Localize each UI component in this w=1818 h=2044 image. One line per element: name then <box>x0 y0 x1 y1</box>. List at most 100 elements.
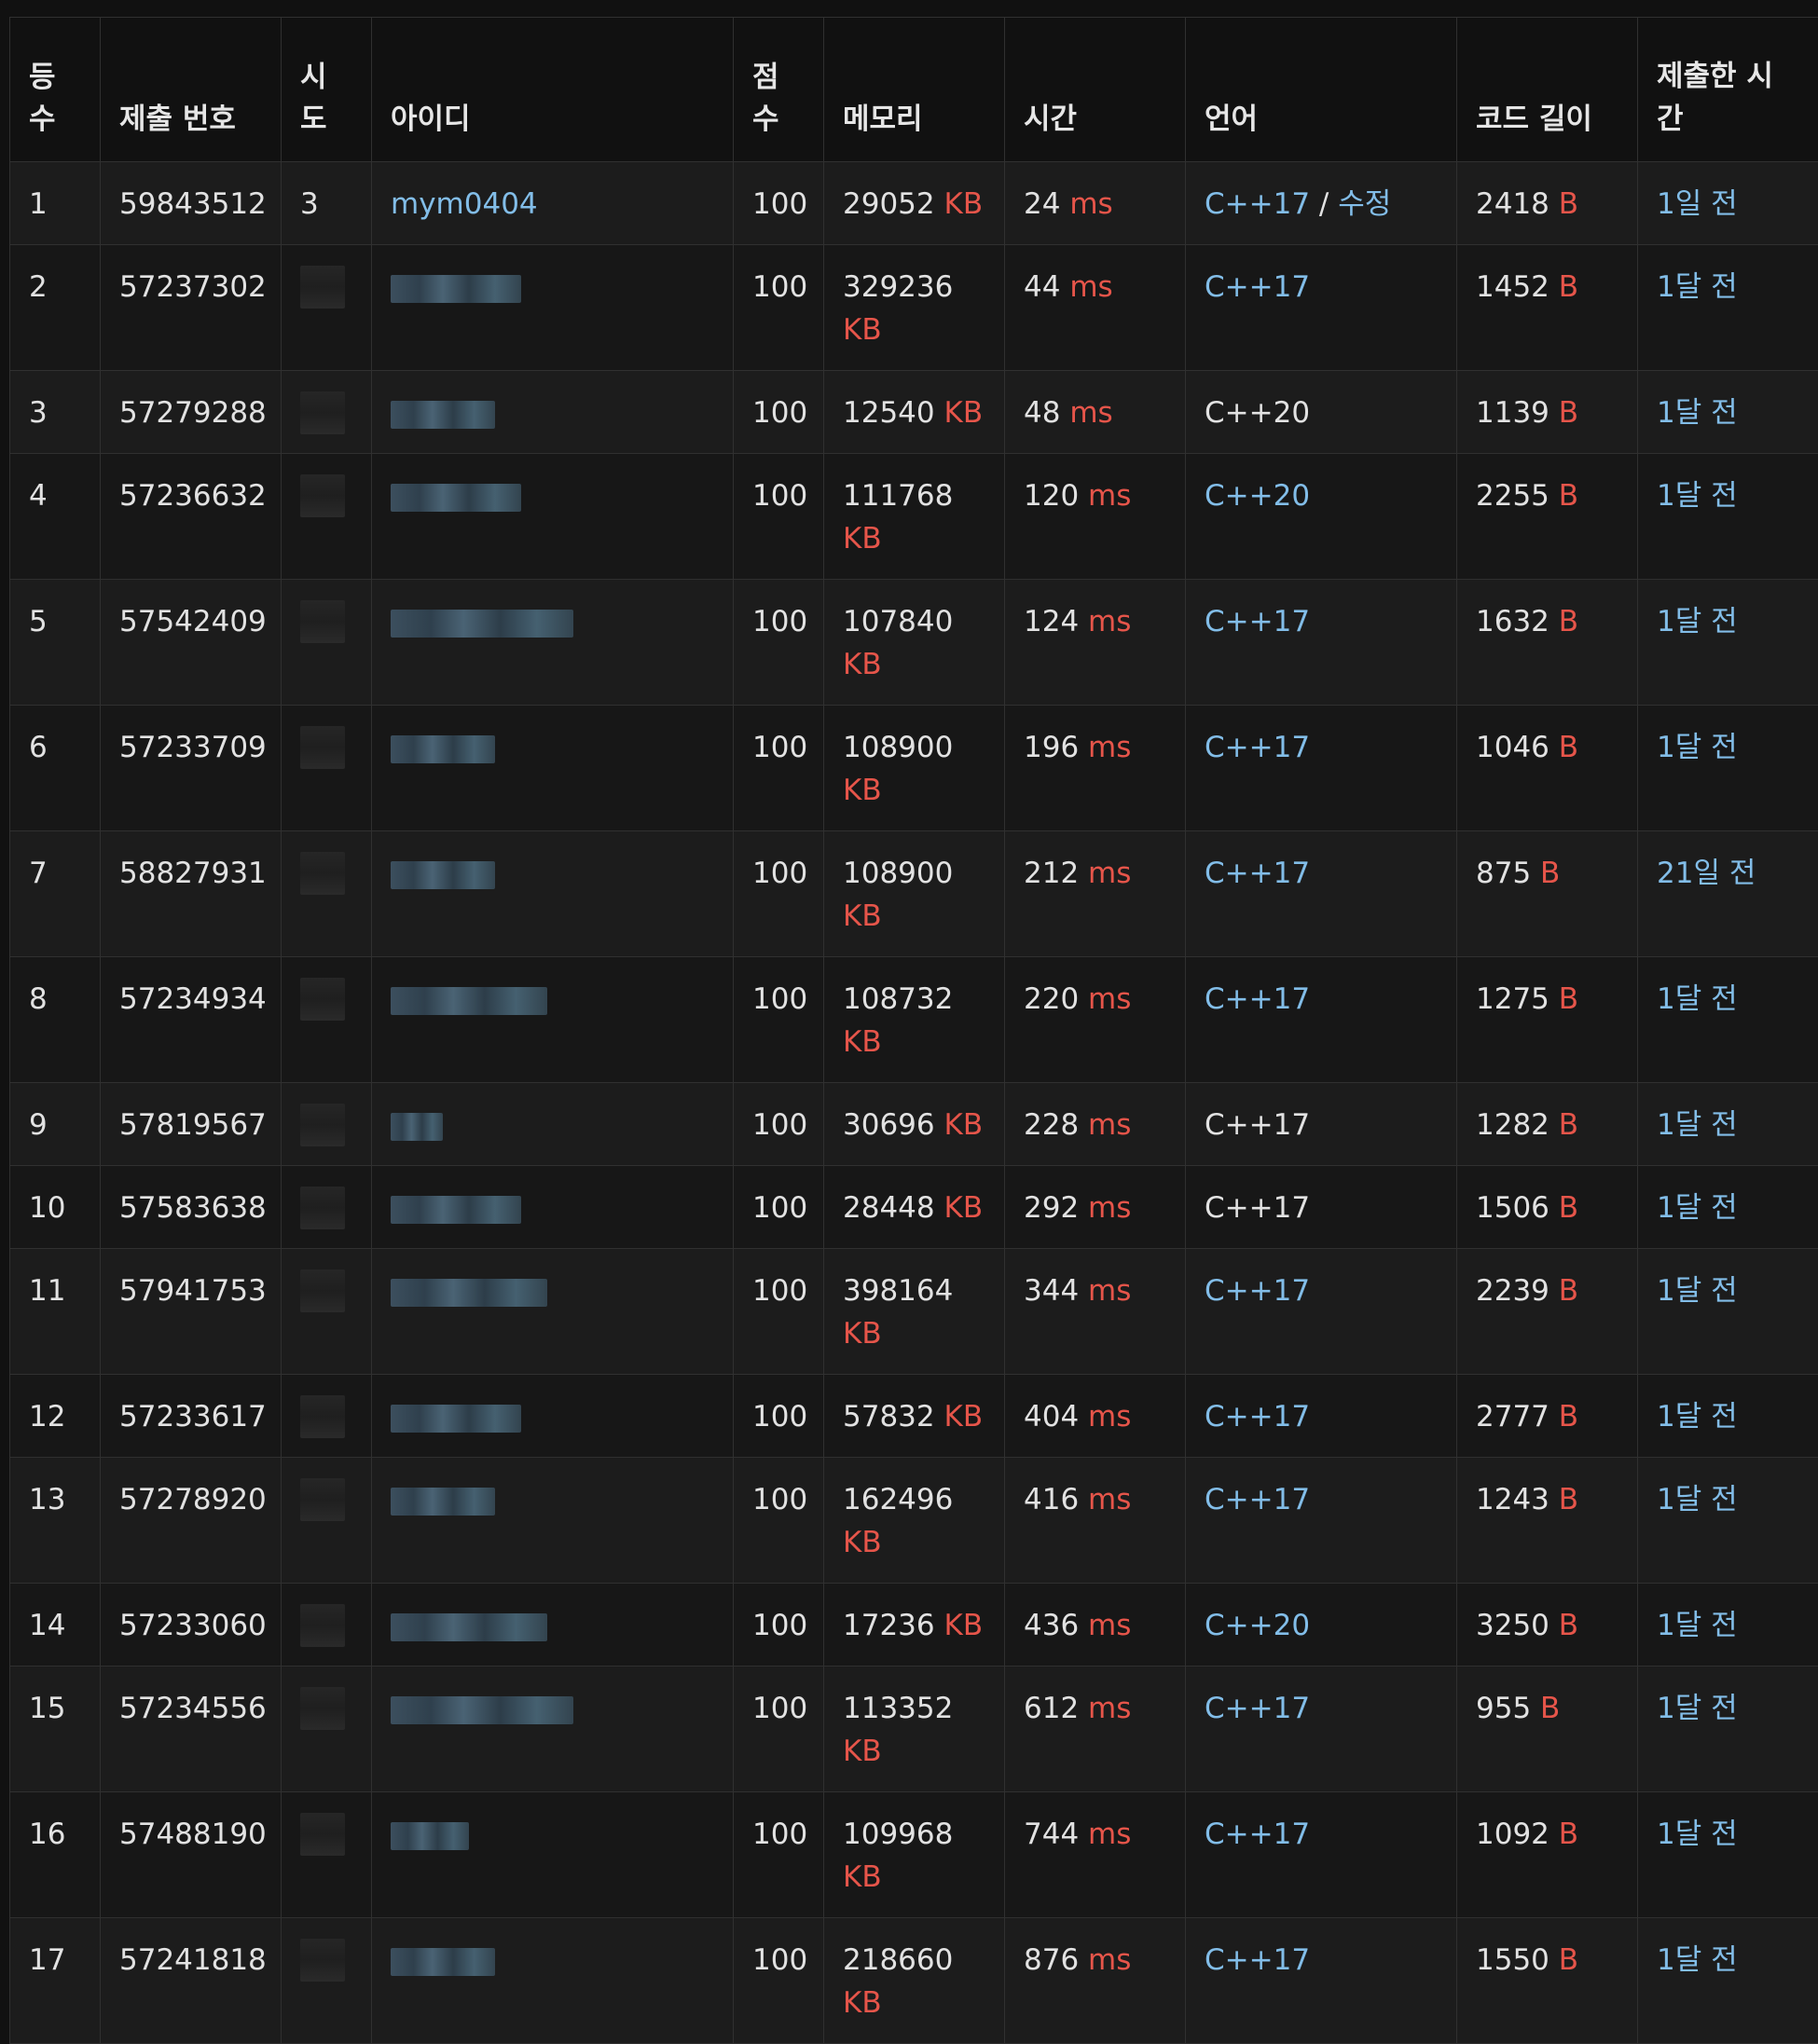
submitted-time-link[interactable]: 1달 전 <box>1657 1274 1738 1308</box>
redacted-user-id[interactable] <box>391 275 521 303</box>
language-cell: C++17 <box>1186 1918 1457 2044</box>
submitted-time-link[interactable]: 1달 전 <box>1657 1108 1738 1142</box>
code-length-cell: 1452 B <box>1457 245 1638 371</box>
redacted-user-id[interactable] <box>391 735 495 763</box>
submitted-time-link[interactable]: 1달 전 <box>1657 479 1738 513</box>
user-id-cell <box>372 1249 734 1375</box>
submitted-time-link[interactable]: 1달 전 <box>1657 1400 1738 1434</box>
redacted-attempt <box>300 474 345 517</box>
language-link[interactable]: C++17 <box>1205 187 1310 221</box>
redacted-user-id[interactable] <box>391 1613 547 1641</box>
submitted-time-link[interactable]: 1달 전 <box>1657 1191 1738 1225</box>
submitted-time-link[interactable]: 1달 전 <box>1657 1943 1738 1977</box>
score-cell: 100 <box>734 1667 824 1792</box>
submitted-time-link[interactable]: 1달 전 <box>1657 1818 1738 1851</box>
submitted-at-cell: 1달 전 <box>1638 1918 1818 2044</box>
language-link[interactable]: C++17 <box>1205 982 1310 1016</box>
memory-cell: 28448 KB <box>824 1166 1005 1249</box>
redacted-user-id[interactable] <box>391 401 495 429</box>
language-link[interactable]: C++17 <box>1205 1400 1310 1434</box>
attempt-cell: 3 <box>282 162 372 245</box>
redacted-user-id[interactable] <box>391 1822 469 1850</box>
redacted-user-id[interactable] <box>391 1196 521 1224</box>
score-cell: 100 <box>734 1166 824 1249</box>
header-time[interactable]: 시간 <box>1005 18 1186 162</box>
submitted-time-link[interactable]: 1달 전 <box>1657 396 1738 430</box>
language-link[interactable]: C++17 <box>1205 1274 1310 1308</box>
redacted-user-id[interactable] <box>391 1279 547 1307</box>
submitted-time-link[interactable]: 1달 전 <box>1657 605 1738 638</box>
redacted-user-id[interactable] <box>391 1948 495 1976</box>
redacted-attempt <box>300 391 345 434</box>
language-link[interactable]: C++17 <box>1205 1943 1310 1977</box>
language-cell: C++17 <box>1186 1166 1457 1249</box>
header-code-length[interactable]: 코드 길이 <box>1457 18 1638 162</box>
time-cell: 612 ms <box>1005 1667 1186 1792</box>
memory-cell: 108732 KB <box>824 957 1005 1083</box>
language-link[interactable]: C++17 <box>1205 1483 1310 1516</box>
rank-cell: 2 <box>10 245 101 371</box>
submitted-time-link[interactable]: 1달 전 <box>1657 1483 1738 1516</box>
submitted-time-link[interactable]: 1달 전 <box>1657 1692 1738 1725</box>
submitted-time-link[interactable]: 1일 전 <box>1657 187 1738 221</box>
submission-id-cell: 57542409 <box>101 580 282 706</box>
edit-link[interactable]: 수정 <box>1338 187 1391 221</box>
redacted-user-id[interactable] <box>391 1696 573 1724</box>
language-link[interactable]: C++17 <box>1205 1692 1310 1725</box>
submission-id-cell: 57233060 <box>101 1584 282 1667</box>
user-link[interactable]: mym0404 <box>391 187 538 221</box>
code-length-cell: 1139 B <box>1457 371 1638 454</box>
memory-cell: 30696 KB <box>824 1083 1005 1166</box>
score-cell: 100 <box>734 1584 824 1667</box>
submitted-time-link[interactable]: 1달 전 <box>1657 1609 1738 1642</box>
header-language[interactable]: 언어 <box>1186 18 1457 162</box>
header-memory[interactable]: 메모리 <box>824 18 1005 162</box>
language-link[interactable]: C++17 <box>1205 731 1310 764</box>
language-cell: C++17 <box>1186 1458 1457 1584</box>
language-link[interactable]: C++17 <box>1205 1818 1310 1851</box>
user-id-cell <box>372 454 734 580</box>
header-user-id[interactable]: 아이디 <box>372 18 734 162</box>
language-link: C++17 <box>1205 1108 1310 1142</box>
language-link[interactable]: C++17 <box>1205 857 1310 890</box>
code-length-cell: 1550 B <box>1457 1918 1638 2044</box>
score-cell: 100 <box>734 1458 824 1584</box>
submitted-time-link[interactable]: 1달 전 <box>1657 270 1738 304</box>
attempt-cell <box>282 1458 372 1584</box>
header-submitted-at[interactable]: 제출한 시간 <box>1638 18 1818 162</box>
redacted-user-id[interactable] <box>391 1113 443 1141</box>
language-link: C++20 <box>1205 396 1310 430</box>
language-link[interactable]: C++17 <box>1205 605 1310 638</box>
time-cell: 24 ms <box>1005 162 1186 245</box>
redacted-user-id[interactable] <box>391 861 495 889</box>
header-submission-id[interactable]: 제출 번호 <box>101 18 282 162</box>
submission-id-cell: 59843512 <box>101 162 282 245</box>
submitted-time-link[interactable]: 21일 전 <box>1657 857 1756 890</box>
rank-cell: 1 <box>10 162 101 245</box>
redacted-user-id[interactable] <box>391 484 521 512</box>
redacted-user-id[interactable] <box>391 610 573 638</box>
language-link[interactable]: C++17 <box>1205 270 1310 304</box>
memory-cell: 12540 KB <box>824 371 1005 454</box>
rank-cell: 3 <box>10 371 101 454</box>
redacted-user-id[interactable] <box>391 987 547 1015</box>
language-link[interactable]: C++20 <box>1205 1609 1310 1642</box>
submitted-at-cell: 1달 전 <box>1638 1249 1818 1375</box>
rank-cell: 17 <box>10 1918 101 2044</box>
language-link[interactable]: C++20 <box>1205 479 1310 513</box>
attempt-cell <box>282 1918 372 2044</box>
submitted-at-cell: 1달 전 <box>1638 454 1818 580</box>
submitted-time-link[interactable]: 1달 전 <box>1657 731 1738 764</box>
user-id-cell <box>372 245 734 371</box>
redacted-user-id[interactable] <box>391 1488 495 1516</box>
submitted-time-link[interactable]: 1달 전 <box>1657 982 1738 1016</box>
attempt-cell <box>282 831 372 957</box>
redacted-user-id[interactable] <box>391 1405 521 1433</box>
